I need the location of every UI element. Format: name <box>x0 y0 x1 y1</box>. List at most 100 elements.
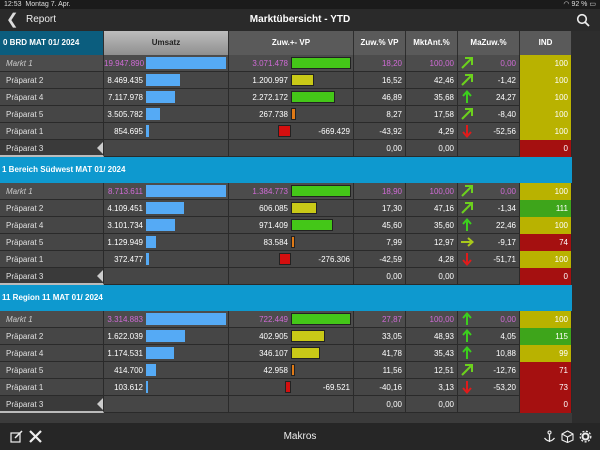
zuw-pct-value: 17,30 <box>354 200 406 217</box>
table-row[interactable]: Markt 1 19.947.890 3.071.478 18,20 100,00 0,0… <box>0 55 572 72</box>
umsatz-bar <box>146 347 174 359</box>
umsatz-cell: 8.469.435 <box>104 72 229 89</box>
umsatz-value: 8.713.611 <box>108 187 143 196</box>
umsatz-bar <box>146 202 184 214</box>
zuw-cell: 2.272.172 <box>229 89 354 106</box>
column-header-zuw-pct-vp[interactable]: Zuw.% VP <box>354 31 406 55</box>
row-label: Präparat 2 <box>0 200 104 217</box>
mazuw-value: 4,05 <box>500 332 516 341</box>
ind-value: 100 <box>520 72 572 89</box>
table-row[interactable]: Präparat 1 854.695 -669.429 -43,92 4,29 -52,5… <box>0 123 572 140</box>
ind-value: 71 <box>520 362 572 379</box>
mktant-value: 48,93 <box>406 328 458 345</box>
arrow-up-right-icon <box>461 185 473 197</box>
mktant-value: 12,51 <box>406 362 458 379</box>
row-label: Präparat 4 <box>0 89 104 106</box>
arrow-up-right-icon <box>461 364 473 376</box>
umsatz-value: 1.129.949 <box>107 238 143 247</box>
back-button[interactable]: Report <box>26 14 57 25</box>
table-row[interactable]: Markt 1 3.314.883 722.449 27,87 100,00 0,00 10… <box>0 311 572 328</box>
arrow-up-icon <box>462 329 472 342</box>
zuw-pct-value: 11,56 <box>354 362 406 379</box>
arrow-down-icon <box>462 253 472 266</box>
zuw-cell <box>229 140 354 157</box>
mazuw-cell: -1,34 <box>458 200 520 217</box>
mazuw-cell: -12,76 <box>458 362 520 379</box>
table-row[interactable]: Präparat 5 414.700 42.958 11,56 12,51 -12,76 7… <box>0 362 572 379</box>
ind-value: 0 <box>520 396 572 413</box>
table-row[interactable]: Markt 1 8.713.611 1.384.773 18,90 100,00 0,00… <box>0 183 572 200</box>
row-label: Markt 1 <box>0 183 104 200</box>
row-label: Präparat 1 <box>0 123 104 140</box>
zuw-value: -669.429 <box>318 127 350 136</box>
table-row[interactable]: Präparat 4 1.174.531 346.107 41,78 35,43 10,8… <box>0 345 572 362</box>
zuw-value: 267.738 <box>259 110 288 119</box>
zuw-bar <box>291 219 333 231</box>
ind-value: 100 <box>520 251 572 268</box>
anchor-icon[interactable] <box>543 430 556 443</box>
umsatz-bar <box>146 57 226 69</box>
table-row[interactable]: Präparat 2 4.109.451 606.085 17,30 47,16 -1,3… <box>0 200 572 217</box>
zuw-value: 3.071.478 <box>252 59 288 68</box>
gear-icon[interactable] <box>579 430 592 443</box>
table-row[interactable]: Präparat 4 7.117.978 2.272.172 46,89 35,68 24… <box>0 89 572 106</box>
table-row[interactable]: Präparat 5 1.129.949 83.584 7,99 12,97 -9,17 7… <box>0 234 572 251</box>
mazuw-value: -52,56 <box>493 127 516 136</box>
collapse-triangle-icon[interactable] <box>97 398 103 410</box>
umsatz-cell <box>104 268 229 285</box>
collapse-triangle-icon[interactable] <box>97 270 103 282</box>
zuw-value: 42.958 <box>263 366 288 375</box>
edit-icon[interactable] <box>10 430 23 443</box>
section-header: 1 Bereich Südwest MAT 01/ 2024 <box>0 157 572 183</box>
ind-value: 100 <box>520 183 572 200</box>
zuw-pct-value: -43,92 <box>354 123 406 140</box>
arrow-right-icon <box>461 237 474 247</box>
zuw-cell <box>229 396 354 413</box>
column-header-zuw-vp[interactable]: Zuw.+- VP <box>229 31 354 55</box>
cube-icon[interactable] <box>561 430 574 443</box>
collapse-triangle-icon[interactable] <box>97 142 103 154</box>
zuw-pct-value: 46,89 <box>354 89 406 106</box>
table-row[interactable]: Präparat 3 0,00 0,00 0 <box>0 140 572 157</box>
column-header-mktant[interactable]: MktAnt.% <box>406 31 458 55</box>
column-header-umsatz[interactable]: Umsatz <box>104 31 229 55</box>
zuw-bar <box>279 253 291 265</box>
zuw-bar <box>291 108 296 120</box>
umsatz-cell: 8.713.611 <box>104 183 229 200</box>
tools-icon[interactable] <box>29 430 42 443</box>
umsatz-value: 19.947.890 <box>104 59 145 68</box>
mazuw-value: 10,88 <box>495 349 516 358</box>
table-row[interactable]: Präparat 3 0,00 0,00 0 <box>0 396 572 413</box>
umsatz-bar <box>146 108 160 120</box>
column-header-ind[interactable]: IND <box>520 31 572 55</box>
row-label: Präparat 3 <box>0 140 104 157</box>
search-icon[interactable] <box>576 13 590 27</box>
arrow-up-right-icon <box>461 74 473 86</box>
mktant-value: 100,00 <box>406 55 458 72</box>
mazuw-value: 0,00 <box>500 59 516 68</box>
row-label: Markt 1 <box>0 55 104 72</box>
mazuw-cell: 10,88 <box>458 345 520 362</box>
chevron-left-icon[interactable]: ❮ <box>6 11 19 28</box>
umsatz-bar <box>146 236 156 248</box>
column-header-mazuw[interactable]: MaZuw.% <box>458 31 520 55</box>
umsatz-bar <box>146 330 185 342</box>
umsatz-cell: 7.117.978 <box>104 89 229 106</box>
market-table: 0 BRD MAT 01/ 2024 Umsatz Zuw.+- VP Zuw.… <box>0 31 600 423</box>
table-row[interactable]: Präparat 4 3.101.734 971.409 45,60 35,60 22,4… <box>0 217 572 234</box>
table-row[interactable]: Präparat 2 1.622.039 402.905 33,05 48,93 4,05… <box>0 328 572 345</box>
umsatz-cell: 103.612 <box>104 379 229 396</box>
zuw-pct-value: 18,90 <box>354 183 406 200</box>
table-row[interactable]: Präparat 1 372.477 -276.306 -42,59 4,28 -51,7… <box>0 251 572 268</box>
table-row[interactable]: Präparat 2 8.469.435 1.200.997 16,52 42,46 -1… <box>0 72 572 89</box>
mazuw-cell: 4,05 <box>458 328 520 345</box>
table-row[interactable]: Präparat 5 3.505.782 267.738 8,27 17,58 -8,40… <box>0 106 572 123</box>
mktant-value: 100,00 <box>406 311 458 328</box>
row-label: Markt 1 <box>0 311 104 328</box>
table-row[interactable]: Präparat 1 103.612 -69.521 -40,16 3,13 -53,20… <box>0 379 572 396</box>
macros-title[interactable]: Makros <box>283 431 317 442</box>
zuw-cell: 1.200.997 <box>229 72 354 89</box>
table-row[interactable]: Präparat 3 0,00 0,00 0 <box>0 268 572 285</box>
umsatz-bar <box>146 253 149 265</box>
zuw-value: -276.306 <box>318 255 350 264</box>
